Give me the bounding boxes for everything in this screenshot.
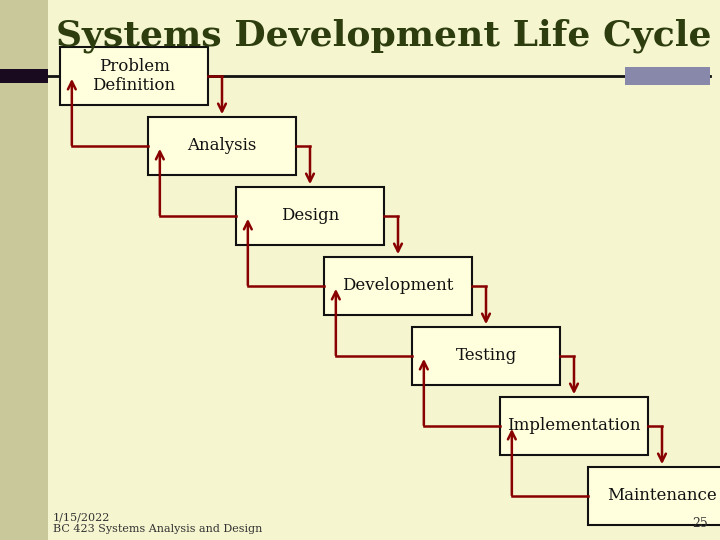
FancyBboxPatch shape bbox=[588, 467, 720, 525]
Text: Development: Development bbox=[342, 278, 454, 294]
Bar bbox=[0, 0, 48, 540]
FancyBboxPatch shape bbox=[148, 117, 296, 175]
FancyBboxPatch shape bbox=[236, 187, 384, 245]
Text: Design: Design bbox=[281, 207, 339, 225]
Text: 25: 25 bbox=[692, 517, 708, 530]
FancyBboxPatch shape bbox=[60, 47, 208, 105]
FancyBboxPatch shape bbox=[412, 327, 560, 385]
Text: Testing: Testing bbox=[455, 348, 517, 364]
Text: Analysis: Analysis bbox=[187, 138, 257, 154]
Bar bbox=[0, 69, 48, 83]
Bar bbox=[625, 67, 710, 85]
Text: Problem
Definition: Problem Definition bbox=[92, 58, 176, 94]
Text: Systems Development Life Cycle (SDLC(: Systems Development Life Cycle (SDLC( bbox=[56, 18, 720, 52]
Text: 1/15/2022
BC 423 Systems Analysis and Design: 1/15/2022 BC 423 Systems Analysis and De… bbox=[53, 512, 262, 534]
FancyBboxPatch shape bbox=[324, 257, 472, 315]
Text: Implementation: Implementation bbox=[508, 417, 641, 435]
FancyBboxPatch shape bbox=[500, 397, 648, 455]
Text: Maintenance: Maintenance bbox=[607, 488, 717, 504]
